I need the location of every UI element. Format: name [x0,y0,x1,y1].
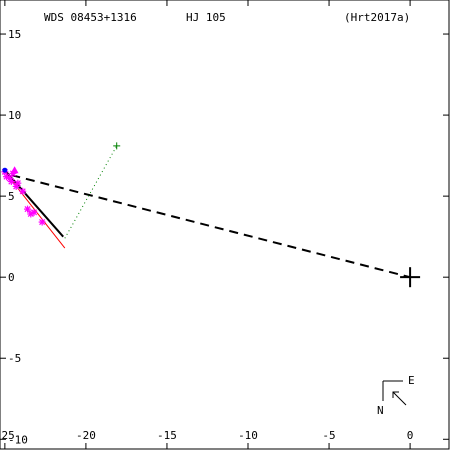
primary-star [400,267,421,288]
x-tick-label: -25 [0,429,15,442]
first-observation-point [2,167,8,173]
predicted-position [113,142,121,150]
observation-stroke [3,173,10,180]
observation-stroke [30,209,38,216]
compass-north-label: N [377,404,384,417]
y-tick-label: 0 [8,271,15,284]
y-tick-label: 5 [8,190,15,203]
x-tick-label: 0 [407,429,414,442]
reference-text: (Hrt2017a) [344,11,410,24]
discoverer-text: HJ 105 [186,11,226,24]
observation-stroke [39,219,46,226]
observation-triangle [10,166,19,174]
wds-id-text: WDS 08453+1316 [44,11,137,24]
observation-stroke [14,180,21,187]
observation-point [30,208,38,216]
observation-point [38,218,46,226]
observation-stroke [19,188,26,195]
observation-stroke [8,178,15,185]
x-tick-label: -10 [238,429,258,442]
y-tick-label: 15 [8,28,21,41]
y-tick-label: -10 [8,433,28,446]
observation-stroke [6,175,13,182]
x-tick-label: -20 [76,429,96,442]
y-tick-label: 10 [8,109,21,122]
observation-stroke [24,206,31,213]
observation-point [24,205,32,213]
position-line [11,174,411,279]
observation-point [19,187,27,195]
compass: E N [377,374,415,417]
x-tick-label: -15 [157,429,177,442]
compass-arrow-head-icon [392,391,399,398]
y-tick-label: -5 [8,352,21,365]
residual-link [64,145,118,239]
observation-point [14,179,22,187]
compass-east-label: E [408,374,415,387]
data-layer [1,142,421,288]
compass-arrow-shaft [392,391,407,406]
x-tick-label: -5 [322,429,335,442]
observation-point [7,178,15,186]
